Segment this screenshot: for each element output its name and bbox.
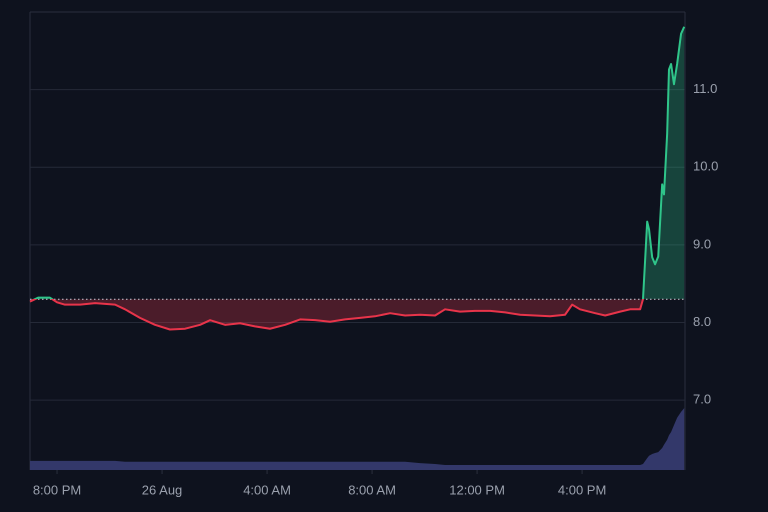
x-tick-label: 4:00 AM (243, 482, 291, 497)
y-tick-label: 11.0 (693, 81, 717, 96)
volume-area (30, 408, 685, 470)
y-tick-label: 10.0 (693, 159, 718, 174)
x-tick-label: 12:00 PM (449, 482, 505, 497)
x-tick-label: 4:00 PM (558, 482, 606, 497)
y-tick-label: 7.0 (693, 392, 711, 407)
x-tick-label: 26 Aug (142, 482, 183, 497)
price-line (29, 26, 686, 331)
y-tick-label: 9.0 (693, 236, 711, 251)
x-tick-label: 8:00 PM (33, 482, 81, 497)
y-tick-label: 8.0 (693, 314, 711, 329)
x-tick-label: 8:00 AM (348, 482, 396, 497)
